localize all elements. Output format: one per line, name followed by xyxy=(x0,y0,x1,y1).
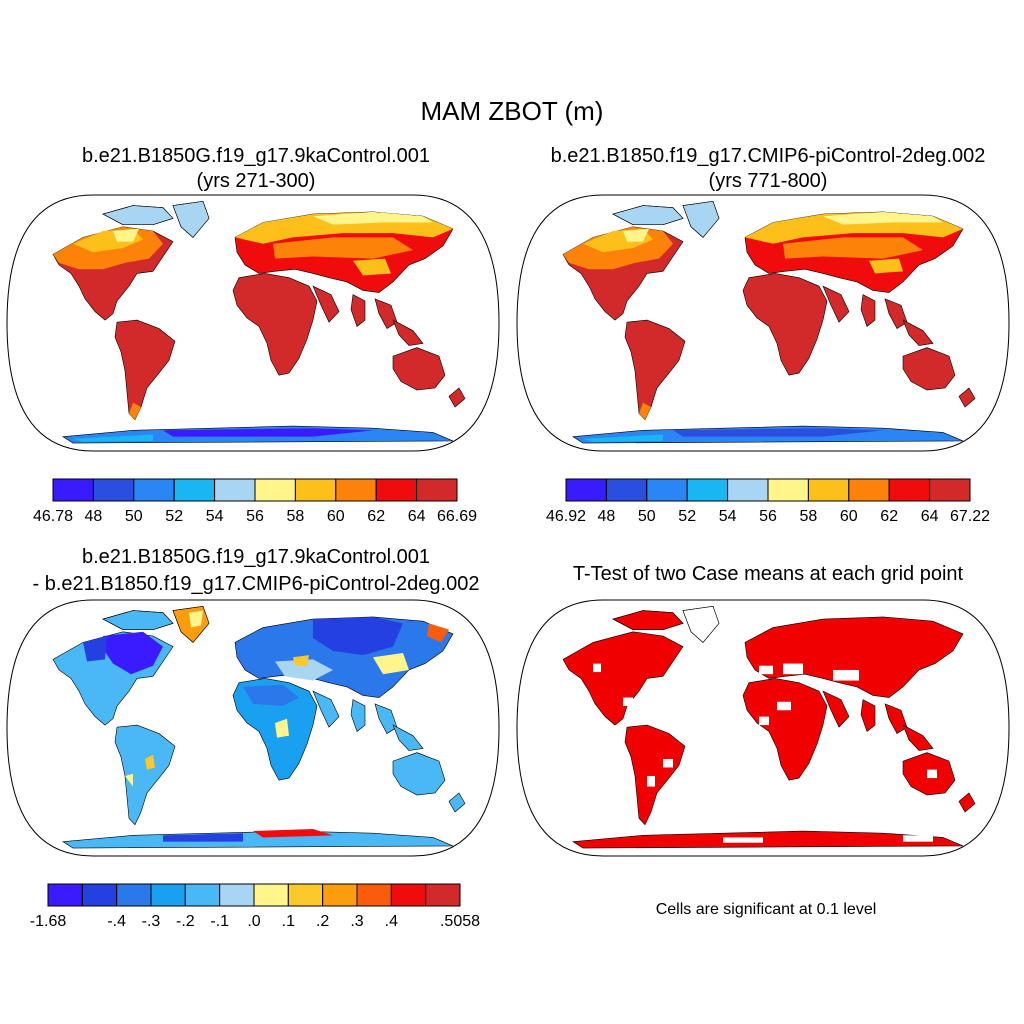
colorbar-tick-label: 60 xyxy=(327,508,345,525)
panel-case1: b.e21.B1850G.f19_g17.9kaControl.001 (yrs… xyxy=(6,145,500,525)
colorbar-swatch xyxy=(52,478,94,502)
colorbar-swatch xyxy=(287,883,324,907)
colorbar-tick-label: 58 xyxy=(287,508,305,525)
colorbar-swatch xyxy=(214,478,256,502)
colorbar-swatch xyxy=(254,478,296,502)
figure-title: MAM ZBOT (m) xyxy=(421,96,604,126)
colorbar-tick-label: 66.69 xyxy=(437,508,477,525)
colorbar-swatch xyxy=(565,478,607,502)
colorbar-swatch xyxy=(605,478,648,502)
colorbar-swatch xyxy=(184,883,221,907)
colorbar-tick-label: 62 xyxy=(367,508,385,525)
colorbar-tick-label: 48 xyxy=(85,508,103,525)
colorbar-swatch xyxy=(686,478,729,502)
colorbar-tick-label: 58 xyxy=(800,508,818,525)
map-ttest xyxy=(516,599,1010,857)
colorbar-tick-label: -1.68 xyxy=(30,913,67,930)
colorbar-tick-label: 46.78 xyxy=(33,508,73,525)
colorbar-tick-label: 46.92 xyxy=(546,508,586,525)
colorbar-swatch xyxy=(322,883,358,907)
colorbar-tick-label: 52 xyxy=(165,508,183,525)
colorbar-swatch xyxy=(727,478,769,502)
colorbar-tick-label: 60 xyxy=(840,508,858,525)
colorbar-swatch xyxy=(646,478,688,502)
panel-diff-title-line1: b.e21.B1850G.f19_g17.9kaControl.001 xyxy=(82,546,430,568)
colorbar-tick-label: 50 xyxy=(638,508,656,525)
ttest-note: Cells are significant at 0.1 level xyxy=(656,901,877,918)
colorbar-diff: -1.68 -.4 -.3 -.2 -.1 .0 .1 .2 .3 .4 .5058 xyxy=(30,883,480,930)
colorbar-tick-label: .1 xyxy=(282,913,295,930)
colorbar-tick-label: 52 xyxy=(678,508,696,525)
colorbar-swatch xyxy=(335,478,377,502)
colorbar-swatch xyxy=(47,883,83,907)
panel-case2-title-line1: b.e21.B1850.f19_g17.CMIP6-piControl-2deg… xyxy=(551,145,986,167)
colorbar-tick-label: .4 xyxy=(385,913,398,930)
colorbar-tick-label: .0 xyxy=(247,913,260,930)
colorbar-swatch xyxy=(848,478,890,502)
panel-diff: b.e21.B1850G.f19_g17.9kaControl.001 - b.… xyxy=(6,546,500,930)
colorbar-tick-label: -.2 xyxy=(176,913,195,930)
colorbar-swatch xyxy=(888,478,931,502)
colorbar-swatch xyxy=(253,883,289,907)
colorbar-tick-label: 56 xyxy=(246,508,264,525)
colorbar-swatch xyxy=(294,478,337,502)
colorbar-swatch xyxy=(356,883,392,907)
colorbar-tick-label: .2 xyxy=(316,913,329,930)
colorbar-swatch xyxy=(390,883,427,907)
colorbar-tick-label: 54 xyxy=(206,508,224,525)
colorbar-swatch xyxy=(929,478,971,502)
colorbar-tick-label: 48 xyxy=(598,508,616,525)
colorbar-swatch xyxy=(150,883,186,907)
colorbar-tick-label: .3 xyxy=(350,913,363,930)
colorbar-tick-label: -.3 xyxy=(142,913,161,930)
colorbar-swatch xyxy=(807,478,850,502)
colorbar-swatch xyxy=(81,883,118,907)
colorbar-tick-label: 67.22 xyxy=(950,508,990,525)
colorbar-tick-label: 54 xyxy=(719,508,737,525)
panel-case1-title-line1: b.e21.B1850G.f19_g17.9kaControl.001 xyxy=(82,145,430,167)
colorbar-swatch xyxy=(133,478,175,502)
colorbar-swatch xyxy=(116,883,152,907)
colorbar-tick-label: 50 xyxy=(125,508,143,525)
colorbar-tick-label: -.4 xyxy=(107,913,126,930)
colorbar-tick-label: .5058 xyxy=(440,913,480,930)
colorbar-case1: 46.78 48 50 52 54 56 58 60 62 64 66.69 xyxy=(33,478,477,525)
colorbar-swatch xyxy=(425,883,461,907)
colorbar-tick-label: -.1 xyxy=(210,913,229,930)
colorbar-tick-label: 62 xyxy=(880,508,898,525)
colorbar-swatch xyxy=(416,478,458,502)
colorbar-tick-label: 64 xyxy=(408,508,426,525)
colorbar-tick-label: 56 xyxy=(759,508,777,525)
panel-diff-title-line2: - b.e21.B1850.f19_g17.CMIP6-piControl-2d… xyxy=(33,573,480,595)
panel-case2: b.e21.B1850.f19_g17.CMIP6-piControl-2deg… xyxy=(516,145,1010,525)
panel-case1-title-line2: (yrs 271-300) xyxy=(197,170,316,192)
panel-ttest: T-Test of two Case means at each grid po… xyxy=(516,563,1010,918)
map-case2 xyxy=(516,194,1010,452)
colorbar-swatch xyxy=(219,883,255,907)
colorbar-swatch xyxy=(767,478,809,502)
colorbar-swatch xyxy=(92,478,135,502)
colorbar-swatch xyxy=(375,478,418,502)
map-case1 xyxy=(6,194,500,452)
panel-case2-title-line2: (yrs 771-800) xyxy=(709,170,828,192)
colorbar-tick-label: 64 xyxy=(921,508,939,525)
colorbar-case2: 46.92 48 50 52 54 56 58 60 62 64 67.22 xyxy=(546,478,990,525)
panel-ttest-title: T-Test of two Case means at each grid po… xyxy=(573,563,964,585)
map-diff xyxy=(6,599,500,857)
colorbar-swatch xyxy=(173,478,216,502)
